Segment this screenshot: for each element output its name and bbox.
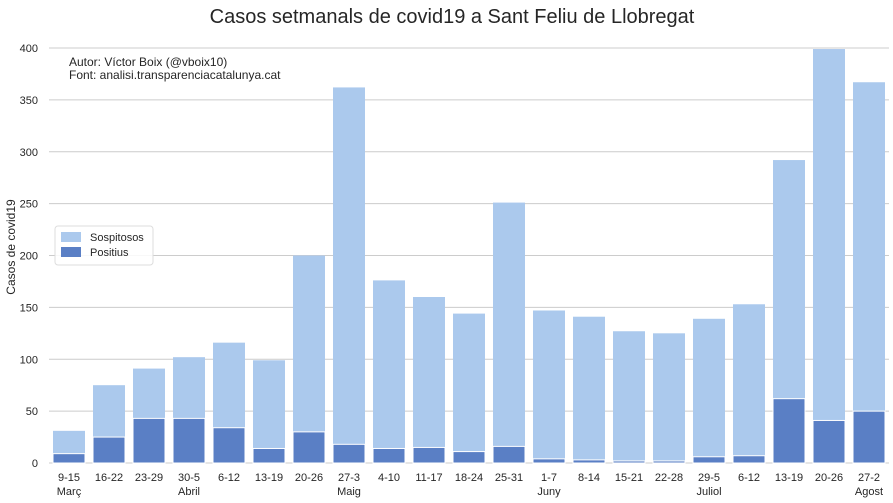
x-tick-label: 6-12 [218,472,240,484]
y-axis-label: Casos de covid19 [4,199,18,295]
author-annotation: Autor: Víctor Boix (@vboix10) [69,55,227,69]
x-tick-label: 1-7 [541,472,557,484]
bar-positius-19 [812,419,846,464]
chart-title: Casos setmanals de covid19 a Sant Feliu … [210,6,695,28]
x-tick-label: 11-17 [415,472,442,484]
bar-positius-18 [772,398,806,464]
bar-positius-8 [372,447,406,464]
x-tick-label: 23-29 [135,472,163,484]
legend-swatch [61,232,81,242]
bar-positius-11 [492,445,526,464]
x-tick-label: 30-5 [178,472,200,484]
bar-positius-12 [532,458,566,464]
bar-positius-9 [412,446,446,464]
bar-positius-3 [172,417,206,464]
x-tick-label: 22-28 [655,472,683,484]
bar-positius-6 [292,431,326,464]
y-tick-label: 250 [20,199,38,211]
bar-sospitosos-6 [293,255,325,463]
x-month-label: Abril [178,486,200,498]
source-annotation: Font: analisi.transparenciacatalunya.cat [69,68,281,82]
bar-positius-7 [332,443,366,464]
x-tick-label: 16-22 [95,472,123,484]
bar-positius-4 [212,427,246,464]
bar-sospitosos-16 [693,318,725,463]
x-tick-label: 8-14 [578,472,600,484]
bar-sospitosos-14 [613,331,645,463]
bar-positius-20 [852,410,886,464]
bar-sospitosos-15 [653,333,685,463]
x-tick-label: 13-19 [255,472,283,484]
x-tick-label: 27-3 [338,472,360,484]
bar-positius-16 [692,456,726,464]
legend: Sospitosos Positius [54,225,154,266]
y-tick-label: 400 [20,43,38,55]
bar-sospitosos-11 [493,202,525,463]
bar-sospitosos-19 [813,49,845,463]
bar-positius-1 [92,436,126,464]
bar-sospitosos-20 [853,82,885,464]
y-tick-label: 200 [20,251,38,263]
bar-sospitosos-10 [453,313,485,463]
x-month-label: Juliol [696,486,721,498]
bar-positius-2 [132,417,166,464]
bars [52,49,886,464]
bar-positius-13 [572,459,606,464]
legend-label: Sospitosos [90,232,144,244]
x-tick-label: 27-2 [858,472,880,484]
y-tick-label: 350 [20,95,38,107]
y-tick-label: 300 [20,147,38,159]
bar-positius-17 [732,455,766,464]
legend-swatch [61,247,81,257]
bar-positius-14 [612,460,646,464]
bar-sospitosos-7 [333,87,365,464]
bar-sospitosos-13 [573,316,605,463]
y-axis: 0 50 100 150 200 250 300 350 400 [20,43,38,470]
x-tick-label: 20-26 [815,472,843,484]
bar-positius-0 [52,453,86,464]
y-tick-label: 150 [20,302,38,314]
x-month-label: Maig [337,486,361,498]
x-tick-label: 25-31 [495,472,523,484]
x-month-label: Juny [537,486,561,498]
y-tick-label: 100 [20,354,38,366]
x-month-label: Agost [855,486,883,498]
y-tick-label: 0 [32,458,38,470]
bar-sospitosos-12 [533,310,565,463]
x-month-label: Març [57,486,82,498]
x-tick-label: 15-21 [615,472,643,484]
legend-label: Positius [90,247,129,259]
y-tick-label: 50 [26,406,38,418]
x-tick-label: 4-10 [378,472,400,484]
bar-sospitosos-5 [253,360,285,463]
x-tick-label: 18-24 [455,472,483,484]
bar-sospitosos-17 [733,304,765,463]
x-tick-label: 9-15 [58,472,80,484]
bar-positius-5 [252,447,286,464]
bar-sospitosos-8 [373,280,405,463]
x-axis: 9-15 Març 16-22 23-29 30-5 Abril 6-12 13-19 20-2… [57,472,883,498]
x-tick-label: 20-26 [295,472,323,484]
bar-positius-10 [452,451,486,464]
x-tick-label: 29-5 [698,472,720,484]
x-tick-label: 13-19 [775,472,803,484]
x-tick-label: 6-12 [738,472,760,484]
bar-sospitosos-9 [413,297,445,463]
bar-positius-15 [652,460,686,464]
